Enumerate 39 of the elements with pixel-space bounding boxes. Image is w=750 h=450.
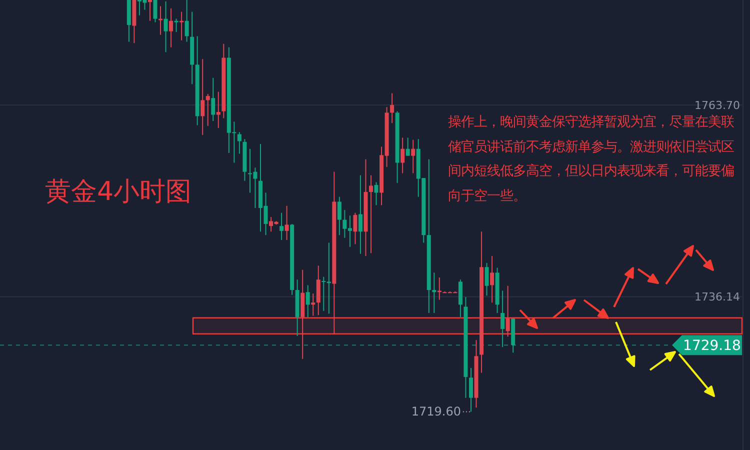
candlestick	[284, 205, 289, 240]
candlestick	[506, 285, 510, 338]
candlestick	[468, 367, 473, 412]
annotation: 操作上，晚间黄金保守选择暂观为宜，尽量在美联储官员讲话前不考虑新单参与。激进则依旧尝试区间内短线低多高空，但以日内表现来看，可能要偏向于空一些。	[448, 114, 735, 206]
candlestick	[184, 0, 189, 42]
candlestick	[374, 182, 378, 206]
candlestick	[169, 8, 174, 48]
candlestick	[237, 132, 242, 154]
candlestick	[358, 174, 362, 254]
candlestick	[174, 18, 178, 32]
y-tick-label: 1736.14	[694, 290, 740, 304]
candlestick	[164, 0, 168, 53]
candlestick	[458, 279, 462, 318]
candlestick	[484, 262, 489, 296]
candlestick	[153, 0, 158, 23]
candlestick	[306, 284, 310, 318]
candlestick	[411, 139, 416, 174]
candlestick	[148, 0, 152, 22]
annotation: 1719.60	[411, 404, 461, 419]
candlestick	[437, 277, 442, 300]
candlestick	[200, 58, 205, 136]
candlestick	[180, 11, 184, 41]
candlestick	[316, 265, 320, 316]
candlestick	[369, 174, 373, 254]
candlestick	[206, 93, 210, 126]
candlestick	[216, 91, 220, 128]
candlestick	[432, 272, 436, 314]
candlestick	[490, 255, 494, 304]
candlestick	[406, 137, 410, 156]
candlestick	[211, 77, 216, 122]
y-tick-label: 1763.70	[694, 99, 740, 112]
candlestick	[353, 212, 358, 245]
text: 黄金4小时图	[45, 177, 192, 207]
candlestick	[280, 212, 284, 240]
candlestick	[400, 137, 405, 174]
ref-line-label: 1729.18	[683, 338, 741, 354]
candlestick	[337, 196, 342, 236]
candlestick	[390, 92, 394, 124]
candlestick	[311, 293, 316, 316]
